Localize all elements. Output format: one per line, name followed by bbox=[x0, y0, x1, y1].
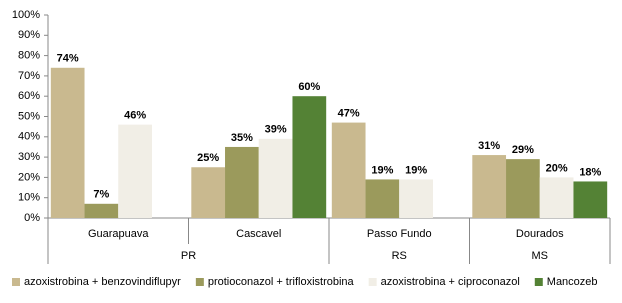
y-tick-label: 60% bbox=[18, 90, 40, 102]
y-tick-label: 80% bbox=[18, 50, 40, 62]
x-tick-label: Passo Fundo bbox=[367, 228, 432, 240]
x-tick-label: Guarapuava bbox=[88, 228, 149, 240]
x-tick-label: Cascavel bbox=[236, 228, 281, 240]
legend-label: protioconazol + trifloxistrobina bbox=[208, 276, 355, 288]
bar bbox=[506, 159, 540, 218]
y-tick-label: 40% bbox=[18, 131, 40, 143]
value-label: 7% bbox=[93, 189, 109, 201]
value-label: 19% bbox=[371, 164, 393, 176]
bar bbox=[258, 138, 293, 218]
value-label: 39% bbox=[265, 124, 287, 136]
bar bbox=[331, 122, 366, 218]
bar bbox=[225, 146, 259, 218]
group-label: RS bbox=[392, 250, 407, 262]
bar bbox=[573, 181, 608, 218]
group-label: MS bbox=[532, 250, 549, 262]
value-label: 35% bbox=[231, 132, 253, 144]
y-tick-label: 0% bbox=[24, 212, 40, 224]
y-tick-label: 30% bbox=[18, 151, 40, 163]
bar bbox=[292, 96, 327, 218]
bar bbox=[539, 177, 574, 218]
y-tick-label: 70% bbox=[18, 70, 40, 82]
y-tick-label: 90% bbox=[18, 29, 40, 41]
y-tick-label: 100% bbox=[12, 9, 40, 21]
y-tick-label: 50% bbox=[18, 110, 40, 122]
group-label: PR bbox=[181, 250, 196, 262]
legend-swatch bbox=[534, 278, 543, 286]
legend-label: azoxistrobina + ciproconazol bbox=[381, 276, 520, 288]
bar bbox=[399, 179, 433, 218]
legend-label: azoxistrobina + benzovindiflupyr bbox=[24, 276, 181, 288]
value-label: 74% bbox=[57, 53, 79, 65]
value-label: 18% bbox=[579, 166, 601, 178]
bar bbox=[50, 67, 85, 218]
bar bbox=[365, 179, 400, 218]
value-label: 29% bbox=[512, 144, 534, 156]
bar bbox=[118, 124, 152, 218]
value-label: 47% bbox=[338, 107, 360, 119]
y-tick-label: 20% bbox=[18, 171, 40, 183]
value-label: 20% bbox=[546, 162, 568, 174]
value-label: 31% bbox=[478, 140, 500, 152]
bar bbox=[472, 155, 507, 218]
legend-label: Mancozeb bbox=[547, 276, 598, 288]
value-label: 19% bbox=[405, 164, 427, 176]
value-label: 46% bbox=[124, 110, 146, 122]
legend-swatch bbox=[368, 278, 377, 286]
legend-swatch bbox=[12, 278, 20, 286]
value-label: 60% bbox=[298, 81, 320, 93]
x-tick-label: Dourados bbox=[516, 228, 564, 240]
y-tick-label: 10% bbox=[18, 192, 40, 204]
value-label: 25% bbox=[197, 152, 219, 164]
legend-swatch bbox=[195, 278, 204, 286]
bar bbox=[191, 167, 226, 218]
bar bbox=[84, 203, 119, 218]
